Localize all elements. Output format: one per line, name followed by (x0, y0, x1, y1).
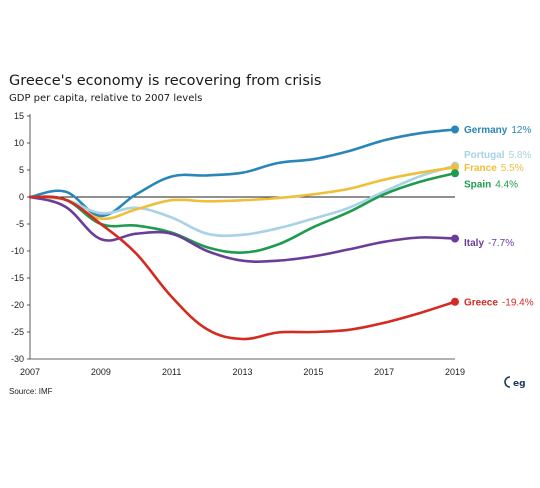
y-tick-label: 0 (19, 192, 24, 202)
series-label-greece: Greece -19.4% (464, 297, 534, 308)
series-label-spain: Spain 4.4% (464, 180, 518, 191)
series-value-germany: 12% (511, 125, 531, 136)
x-tick-label: 2011 (162, 367, 181, 377)
series-name-italy: Italy (464, 238, 484, 249)
x-tick-label: 2015 (303, 367, 323, 377)
series-value-france: 5.5% (501, 163, 524, 174)
series-value-spain: 4.4% (495, 180, 518, 191)
series-name-portugal: Portugal (464, 150, 505, 161)
brand-logo: eg (504, 376, 526, 389)
series-value-italy: -7.7% (488, 238, 514, 249)
chart-title: Greece's economy is recovering from cris… (9, 73, 321, 89)
y-tick-label: -30 (11, 354, 24, 364)
series-labels: Germany 12% Portugal 5.8% France 5.5% Spain 4.4… (464, 125, 534, 308)
series-label-france: France 5.5% (464, 163, 524, 174)
series-label-italy: Italy -7.7% (464, 238, 514, 249)
series-lines (28, 128, 457, 341)
y-tick-label: -25 (11, 327, 24, 337)
series-name-spain: Spain (464, 180, 491, 191)
x-tick-label: 2019 (445, 367, 465, 377)
x-tick-label: 2007 (20, 367, 40, 377)
series-label-portugal: Portugal 5.8% (464, 150, 531, 161)
series-line-greece (28, 195, 457, 341)
series-value-greece: -19.4% (502, 297, 534, 308)
series-name-germany: Germany (464, 125, 508, 136)
series-end-marker-france (451, 163, 459, 172)
series-end-marker-greece (451, 297, 459, 306)
chart-subtitle: GDP per capita, relative to 2007 levels (9, 93, 202, 104)
y-tick-label: -10 (11, 246, 24, 256)
y-tick-label: -5 (16, 219, 24, 229)
series-line-italy (28, 195, 457, 264)
series-label-germany: Germany 12% (464, 125, 531, 136)
series-end-marker-italy (451, 234, 459, 243)
series-line-portugal (28, 164, 457, 238)
x-tick-label: 2017 (374, 367, 394, 377)
x-axis: 2007 2009 2011 2013 2015 2017 2019 (20, 358, 465, 377)
series-name-france: France (464, 163, 497, 174)
series-value-portugal: 5.8% (509, 150, 532, 161)
series-name-greece: Greece (464, 297, 498, 308)
logo-text: eg (513, 379, 526, 389)
y-tick-label: -20 (11, 300, 24, 310)
series-line-france (28, 166, 457, 221)
y-axis: 15 10 5 0 -5 -10 -15 -20 -25 -30 (11, 111, 31, 364)
y-tick-label: -15 (11, 273, 24, 283)
source-note: Source: IMF (9, 387, 53, 396)
series-end-marker-germany (451, 125, 459, 134)
series-markers (451, 125, 459, 306)
y-tick-label: 10 (14, 138, 24, 148)
series-end-marker-spain (451, 169, 459, 178)
y-tick-label: 15 (14, 111, 24, 121)
y-tick-label: 5 (19, 165, 24, 175)
series-line-germany (28, 128, 457, 218)
x-tick-label: 2013 (232, 367, 252, 377)
logo-swoosh-icon (504, 376, 511, 388)
x-tick-label: 2009 (91, 367, 111, 377)
